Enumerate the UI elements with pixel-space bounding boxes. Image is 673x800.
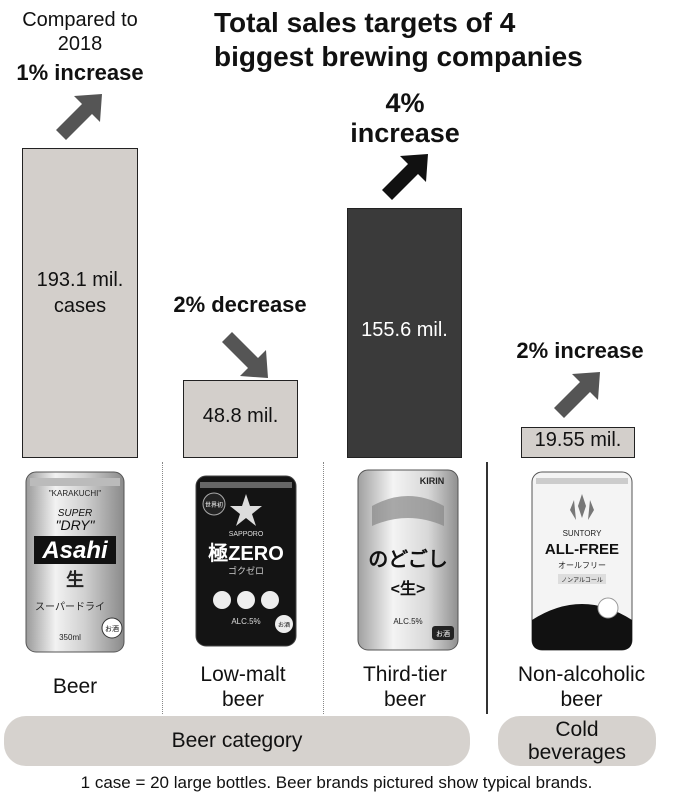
category-non-alcoholic-line-1: Non-alcoholic: [517, 663, 646, 686]
svg-text:ALL-FREE: ALL-FREE: [545, 541, 619, 558]
change-label-third-tier-line-1: 4%: [385, 88, 425, 118]
category-beer: Beer: [52, 675, 98, 698]
footnote: 1 case = 20 large bottles. Beer brands p…: [80, 773, 593, 792]
bar-non-alcoholic-value: 19.55 mil.: [534, 429, 622, 451]
svg-text:"KARAKUCHI": "KARAKUCHI": [49, 489, 102, 498]
change-label-third-tier: 4% increase: [330, 88, 480, 148]
change-label-non-alcoholic: 2% increase: [516, 338, 644, 363]
bar-beer-unit: cases: [53, 295, 107, 317]
comparison-note: Compared to 2018: [22, 9, 138, 55]
up-arrow-icon: [554, 372, 600, 418]
bar-third-tier-value: 155.6 mil.: [361, 319, 448, 341]
svg-text:オールフリー: オールフリー: [558, 561, 606, 570]
svg-text:350ml: 350ml: [59, 633, 81, 642]
group-cold-beverages-line-2: beverages: [527, 741, 627, 764]
bar-third-tier: 155.6 mil.: [347, 208, 462, 458]
svg-text:SAPPORO: SAPPORO: [229, 531, 264, 538]
svg-text:Asahi: Asahi: [41, 537, 109, 564]
divider: [162, 462, 163, 714]
kirin-can-image: KIRIN のどごし <生> ALC.5% お酒: [357, 469, 459, 651]
divider: [486, 462, 488, 714]
bar-low-malt-value: 48.8 mil.: [202, 405, 279, 427]
svg-text:<生>: <生>: [391, 579, 426, 598]
bar-low-malt: 48.8 mil.: [183, 380, 298, 458]
svg-text:世界初: 世界初: [205, 501, 223, 509]
svg-text:極ZERO: 極ZERO: [207, 541, 284, 565]
bar-beer-label: 193.1 mil. cases: [23, 267, 137, 319]
change-label-third-tier-line-2: increase: [350, 118, 460, 148]
group-beer-category: Beer category: [4, 716, 470, 766]
bar-beer: 193.1 mil. cases: [22, 148, 138, 458]
svg-text:SUPER: SUPER: [58, 508, 92, 519]
svg-text:お酒: お酒: [278, 621, 290, 629]
svg-text:ALC.5%: ALC.5%: [393, 617, 422, 626]
change-label-low-malt: 2% decrease: [173, 292, 307, 317]
bar-non-alcoholic: 19.55 mil.: [521, 427, 635, 458]
category-low-malt: Low-malt beer: [166, 662, 320, 712]
svg-text:ノンアルコール: ノンアルコール: [561, 577, 603, 584]
svg-text:SUNTORY: SUNTORY: [563, 529, 602, 538]
category-non-alcoholic-line-2: beer: [560, 688, 603, 711]
svg-text:お酒: お酒: [436, 630, 450, 638]
suntory-can-image: SUNTORY ALL-FREE オールフリー ノンアルコール: [531, 471, 633, 651]
svg-text:"DRY": "DRY": [56, 517, 96, 533]
category-low-malt-line-1: Low-malt: [200, 663, 286, 686]
bar-beer-value: 193.1 mil.: [36, 269, 124, 291]
sapporo-can-image: 世界初 SAPPORO 極ZERO ゴクゼロ ALC.5% お酒: [195, 475, 297, 647]
svg-text:生: 生: [66, 569, 84, 590]
svg-text:スーパードライ: スーパードライ: [35, 601, 105, 613]
svg-text:お酒: お酒: [105, 625, 119, 633]
svg-text:KIRIN: KIRIN: [420, 476, 445, 486]
change-label-beer: 1% increase: [16, 60, 144, 85]
divider: [323, 462, 324, 714]
category-non-alcoholic: Non-alcoholic beer: [490, 662, 673, 712]
svg-text:ALC.5%: ALC.5%: [231, 617, 260, 626]
asahi-can-image: "KARAKUCHI" SUPER "DRY" Asahi 生 スーパードライ …: [25, 471, 125, 653]
up-arrow-icon: [382, 154, 428, 200]
category-third-tier-line-1: Third-tier: [362, 663, 447, 686]
category-third-tier-line-2: beer: [383, 688, 427, 711]
title-line-1: Total sales targets of 4: [214, 7, 516, 38]
category-third-tier: Third-tier beer: [326, 662, 484, 712]
svg-text:のどごし: のどごし: [368, 547, 447, 571]
up-arrow-icon: [56, 94, 102, 140]
svg-text:ゴクゼロ: ゴクゼロ: [228, 565, 264, 576]
group-cold-beverages: Cold beverages: [498, 716, 656, 766]
category-low-malt-line-2: beer: [221, 688, 265, 711]
chart-title: Total sales targets of 4 biggest brewing…: [214, 6, 670, 74]
title-line-2: biggest brewing companies: [214, 41, 583, 72]
group-cold-beverages-line-1: Cold: [555, 718, 599, 741]
down-arrow-icon: [222, 332, 268, 378]
